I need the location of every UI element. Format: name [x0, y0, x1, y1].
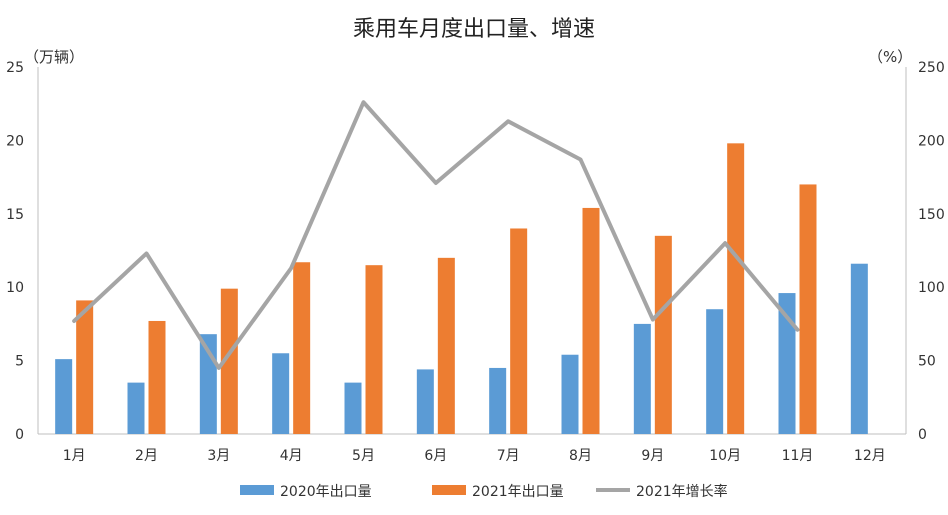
bar-2021	[800, 184, 817, 434]
right-tick-label: 100	[918, 280, 945, 296]
right-tick-label: 0	[918, 427, 927, 443]
legend-item: 2020年出口量	[240, 484, 372, 500]
bar-2021	[438, 258, 455, 434]
legend-label: 2021年出口量	[472, 484, 564, 500]
bar-2020	[128, 383, 145, 434]
bar-2021	[727, 143, 744, 434]
left-tick-label: 10	[6, 280, 24, 296]
right-tick-label: 200	[918, 133, 945, 149]
bar-2020	[562, 355, 579, 434]
bar-2021	[293, 262, 310, 434]
x-tick-label: 10月	[709, 448, 741, 464]
chart-title: 乘用车月度出口量、增速	[353, 17, 595, 42]
bar-2020	[851, 264, 868, 434]
x-tick-label: 2月	[135, 448, 158, 464]
x-tick-label: 4月	[280, 448, 303, 464]
x-tick-label: 8月	[569, 448, 592, 464]
bar-2020	[55, 359, 72, 434]
right-tick-label: 150	[918, 207, 945, 223]
bar-2021	[76, 300, 93, 434]
left-tick-label: 0	[15, 427, 24, 443]
bar-2020	[706, 309, 723, 434]
growth-rate-line	[74, 102, 797, 368]
legend-label: 2021年增长率	[636, 483, 728, 500]
bar-2020	[634, 324, 651, 434]
x-tick-label: 3月	[207, 448, 230, 464]
left-tick-label: 20	[6, 133, 24, 149]
x-tick-label: 1月	[63, 448, 86, 464]
left-axis-unit: （万辆）	[24, 48, 84, 66]
x-tick-label: 11月	[782, 448, 814, 464]
bar-2020	[345, 383, 362, 434]
left-tick-label: 25	[6, 60, 24, 76]
bar-2021	[655, 236, 672, 434]
legend-label: 2020年出口量	[280, 484, 372, 500]
left-tick-label: 15	[6, 207, 24, 223]
right-axis-unit: （%）	[868, 48, 912, 66]
line-layer	[74, 102, 798, 368]
x-tick-label: 7月	[497, 448, 520, 464]
right-tick-label: 50	[918, 354, 936, 370]
legend-swatch-bar	[240, 485, 274, 495]
bar-2020	[417, 369, 434, 434]
bar-2021	[366, 265, 383, 434]
bar-2021	[149, 321, 166, 434]
bar-2020	[489, 368, 506, 434]
legend: 2020年出口量 2021年出口量 2021年增长率	[240, 483, 728, 500]
right-tick-label: 250	[918, 60, 945, 76]
legend-item: 2021年增长率	[596, 483, 728, 500]
bar-2021	[510, 228, 527, 434]
left-tick-label: 5	[15, 354, 24, 370]
legend-swatch-bar	[432, 485, 466, 495]
bar-2021	[583, 208, 600, 434]
x-tick-label: 12月	[854, 448, 886, 464]
bars-layer	[55, 143, 868, 434]
x-tick-label: 5月	[352, 448, 375, 464]
x-tick-label: 6月	[424, 448, 447, 464]
x-tick-label: 9月	[641, 448, 664, 464]
legend-item: 2021年出口量	[432, 484, 564, 500]
bar-2020	[272, 353, 289, 434]
